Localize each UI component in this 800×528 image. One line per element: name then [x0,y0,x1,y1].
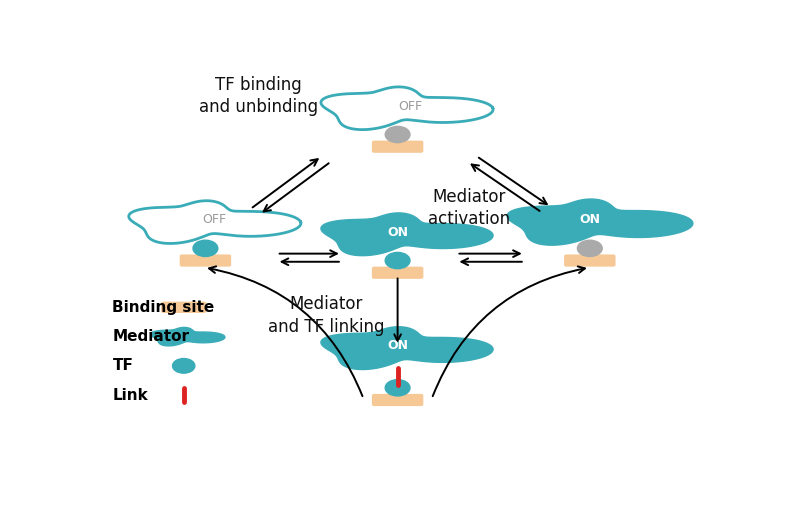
Polygon shape [507,199,693,245]
Circle shape [386,126,410,143]
Circle shape [193,240,218,257]
FancyBboxPatch shape [180,254,231,267]
Circle shape [386,252,410,269]
Text: ON: ON [387,225,408,239]
Polygon shape [321,87,493,130]
Text: Mediator
activation: Mediator activation [428,187,510,228]
FancyBboxPatch shape [372,394,423,406]
Text: ON: ON [387,340,408,352]
Circle shape [578,240,602,257]
Text: TF binding
and unbinding: TF binding and unbinding [198,76,318,116]
Text: Binding site: Binding site [112,300,214,315]
FancyBboxPatch shape [161,301,206,313]
FancyBboxPatch shape [564,254,615,267]
FancyBboxPatch shape [372,140,423,153]
Text: TF: TF [112,359,134,373]
Polygon shape [321,327,493,370]
Circle shape [173,359,195,373]
Text: ON: ON [579,213,600,227]
Text: Mediator
and TF linking: Mediator and TF linking [268,295,385,335]
Text: Mediator: Mediator [112,329,190,344]
Polygon shape [129,201,301,243]
Text: OFF: OFF [398,100,422,112]
Polygon shape [150,327,225,346]
Text: Link: Link [112,388,148,403]
FancyBboxPatch shape [372,267,423,279]
Circle shape [386,380,410,396]
Polygon shape [321,213,493,256]
Text: OFF: OFF [202,213,226,227]
